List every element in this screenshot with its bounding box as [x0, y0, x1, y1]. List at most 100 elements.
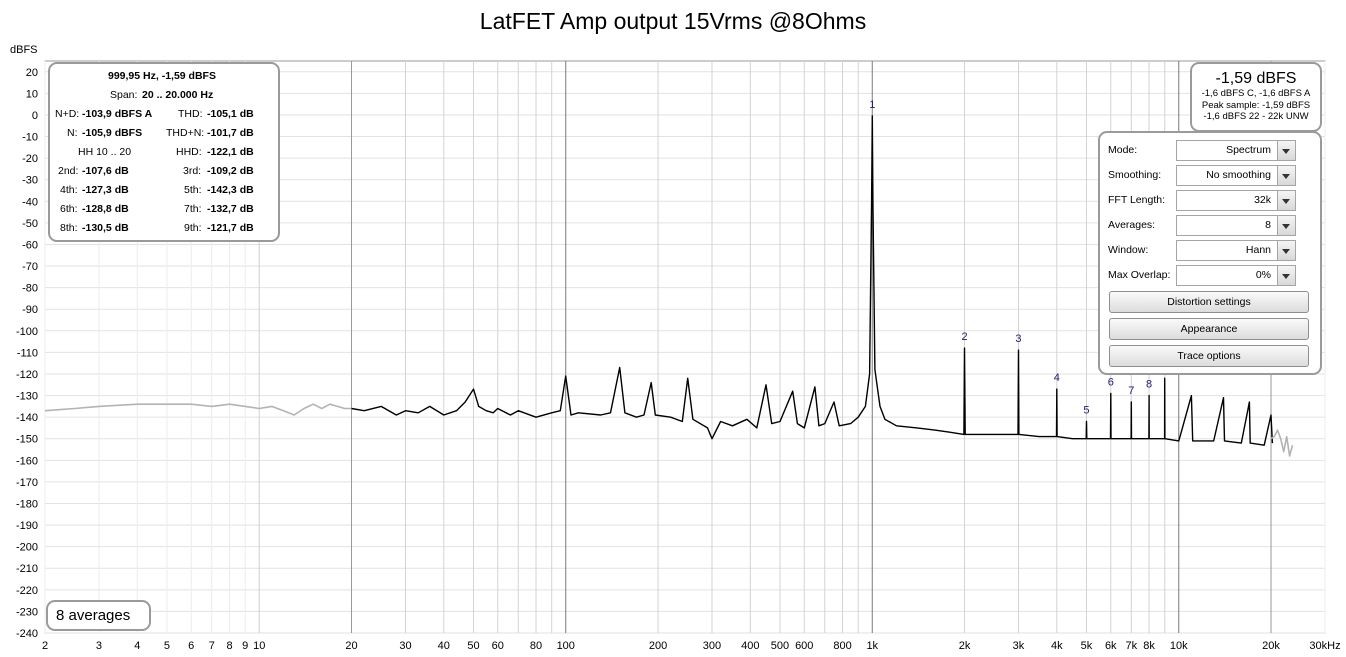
averages-badge-text: 8 averages	[56, 607, 131, 624]
y-tick-label: -20	[22, 153, 38, 165]
y-tick-label: -90	[22, 304, 38, 316]
x-tick-label: 5	[164, 640, 170, 652]
x-tick-label: 800	[833, 640, 851, 652]
span-label: Span:	[110, 89, 138, 101]
y-tick-label: 0	[32, 110, 38, 122]
y-tick-label: -210	[16, 563, 38, 575]
x-tick-label: 4	[134, 640, 140, 652]
x-tick-label: 600	[795, 640, 813, 652]
h2-label: 2nd:	[58, 165, 79, 177]
window-select[interactable]: Hann	[1176, 240, 1296, 261]
chevron-down-icon[interactable]	[1277, 216, 1295, 235]
distortion-stats-box: 999,95 Hz, -1,59 dBFS Span: 20 .. 20.000 …	[48, 62, 280, 242]
y-tick-label: -60	[22, 239, 38, 251]
settings-panel: Mode: Spectrum Smoothing: No smoothing F…	[1098, 131, 1322, 375]
h7-value: -132,7 dB	[207, 203, 254, 215]
x-tick-label: 40	[438, 640, 450, 652]
x-tick-label: 7k	[1125, 640, 1137, 652]
x-tick-label: 6	[188, 640, 194, 652]
chevron-down-icon[interactable]	[1277, 191, 1295, 210]
appearance-button[interactable]: Appearance	[1109, 318, 1309, 340]
x-tick-label: 20	[345, 640, 357, 652]
x-tick-label: 8k	[1143, 640, 1155, 652]
x-tick-label: 10	[253, 640, 265, 652]
averages-value: 8	[1265, 219, 1271, 231]
n-label: N:	[67, 127, 78, 139]
level-line-2: Peak sample: -1,59 dBFS	[1201, 99, 1311, 111]
mode-value: Spectrum	[1226, 144, 1271, 156]
chevron-down-icon[interactable]	[1277, 141, 1295, 160]
h6-label: 6th:	[60, 203, 78, 215]
y-tick-label: -70	[22, 261, 38, 273]
trace-options-button[interactable]: Trace options	[1109, 345, 1309, 367]
y-tick-label: -80	[22, 283, 38, 295]
averages-badge: 8 averages	[46, 600, 151, 631]
y-tick-label: -180	[16, 498, 38, 510]
peak-label: 6	[1108, 376, 1114, 388]
fft-length-select[interactable]: 32k	[1176, 190, 1296, 211]
peak-label: 3	[1015, 333, 1021, 345]
max-overlap-label: Max Overlap:	[1108, 269, 1171, 281]
h3-value: -109,2 dB	[207, 165, 254, 177]
h6-value: -128,8 dB	[82, 203, 129, 215]
x-tick-label: 1k	[866, 640, 878, 652]
x-tick-label: 60	[492, 640, 504, 652]
thdn-value: -101,7 dB	[207, 127, 254, 139]
mode-select[interactable]: Spectrum	[1176, 140, 1296, 161]
peak-label: 1	[869, 99, 875, 111]
fft-length-label: FFT Length:	[1108, 194, 1166, 206]
max-overlap-select[interactable]: 0%	[1176, 265, 1296, 286]
h5-label: 5th:	[184, 184, 202, 196]
thdn-label: THD+N:	[166, 127, 205, 139]
thd-value: -105,1 dB	[207, 108, 254, 120]
x-tick-label: 6k	[1105, 640, 1117, 652]
smoothing-select[interactable]: No smoothing	[1176, 165, 1296, 186]
hhd-value: -122,1 dB	[207, 146, 254, 158]
chevron-down-icon[interactable]	[1277, 241, 1295, 260]
x-tick-label: 200	[649, 640, 667, 652]
h7-label: 7th:	[184, 203, 202, 215]
h9-value: -121,7 dB	[207, 222, 254, 234]
y-tick-label: -110	[17, 347, 38, 359]
hh-label: HH 10 .. 20	[78, 146, 132, 158]
y-tick-label: -40	[22, 196, 38, 208]
y-tick-label: -170	[16, 477, 38, 489]
x-tick-label: 500	[771, 640, 789, 652]
x-tick-label: 8	[226, 640, 232, 652]
h5-value: -142,3 dB	[207, 184, 254, 196]
x-tick-label: 100	[557, 640, 575, 652]
y-axis-tick-labels: 20 10 0 -10 -20 -30 -40 -50 -60 -70 -80 -90 -100 -110…	[16, 67, 38, 640]
nd-value: -103,9 dBFS A	[82, 108, 153, 120]
chevron-down-icon[interactable]	[1277, 166, 1295, 185]
x-tick-label: 3	[96, 640, 102, 652]
peak-label: 7	[1128, 385, 1134, 397]
y-tick-label: -130	[16, 391, 38, 403]
y-tick-label: 20	[26, 67, 38, 79]
h8-label: 8th:	[60, 222, 78, 234]
x-axis-tick-labels: 2 3 4 5 6 7 8 9 10 20 30 40 50 60 80 100 200 300 400 500 600…	[42, 640, 1341, 652]
averages-select[interactable]: 8	[1176, 215, 1296, 236]
distortion-settings-button[interactable]: Distortion settings	[1109, 291, 1309, 313]
y-axis-label: dBFS	[10, 44, 38, 56]
averages-label: Averages:	[1108, 219, 1156, 231]
y-tick-label: 10	[26, 88, 38, 100]
y-tick-label: -240	[16, 628, 38, 640]
level-main: -1,59 dBFS	[1215, 70, 1297, 87]
chevron-down-icon[interactable]	[1277, 266, 1295, 285]
mode-label: Mode:	[1108, 144, 1138, 156]
y-tick-label: -150	[16, 434, 38, 446]
y-tick-label: -10	[22, 132, 38, 144]
h4-label: 4th:	[60, 184, 78, 196]
fft-length-value: 32k	[1254, 194, 1271, 206]
x-tick-label: 9	[242, 640, 248, 652]
chart-title: LatFET Amp output 15Vrms @8Ohms	[479, 8, 867, 34]
peak-label: 8	[1146, 379, 1152, 391]
h4-value: -127,3 dB	[82, 184, 129, 196]
y-tick-label: -230	[16, 606, 38, 618]
x-tick-label: 4k	[1051, 640, 1063, 652]
x-tick-label: 20k	[1262, 640, 1280, 652]
window-label: Window:	[1108, 244, 1149, 256]
h2-value: -107,6 dB	[82, 165, 129, 177]
span-value: 20 .. 20.000 Hz	[142, 89, 214, 101]
smoothing-value: No smoothing	[1206, 169, 1271, 181]
